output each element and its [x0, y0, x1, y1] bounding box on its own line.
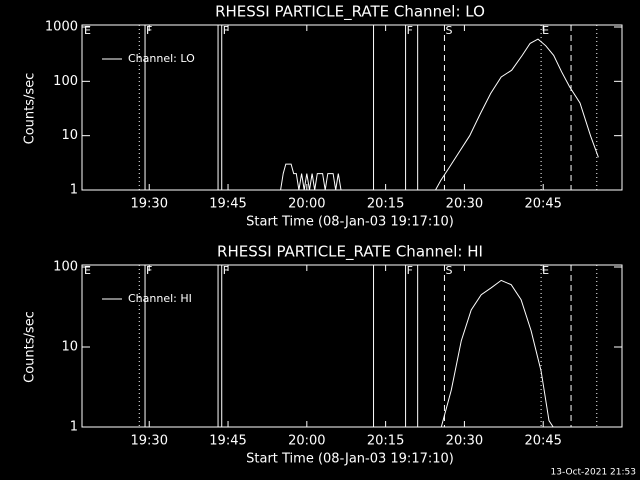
- y-tick-label: 100: [53, 74, 78, 89]
- chart-title: RHESSI PARTICLE_RATE Channel: HI: [217, 243, 483, 262]
- y-tick-label: 1: [70, 183, 78, 198]
- y-tick-label: 10: [61, 128, 78, 143]
- series-line: [83, 38, 599, 191]
- x-tick-label: 20:30: [446, 197, 483, 212]
- flag-label: F: [146, 24, 152, 37]
- flag-label: E: [84, 264, 91, 277]
- y-tick-label: 10: [61, 340, 78, 355]
- flag-label: F: [146, 264, 152, 277]
- legend-label: Channel: LO: [128, 52, 195, 65]
- y-axis-label: Counts/sec: [23, 73, 38, 145]
- x-tick-label: 20:45: [524, 434, 561, 449]
- legend-label: Channel: HI: [128, 292, 192, 305]
- flag-label: E: [542, 24, 549, 37]
- x-tick-label: 20:15: [367, 434, 404, 449]
- x-tick-label: 19:45: [209, 434, 246, 449]
- y-axis-label: Counts/sec: [23, 311, 38, 383]
- flag-label: F: [407, 24, 413, 37]
- x-tick-label: 19:30: [131, 434, 168, 449]
- y-tick-label: 1: [70, 420, 78, 435]
- x-axis-label: Start Time (08-Jan-03 19:17:10): [246, 452, 454, 467]
- x-tick-label: 19:30: [131, 197, 168, 212]
- flag-label: F: [407, 264, 413, 277]
- flag-label: S: [445, 24, 452, 37]
- footer: 13-Oct-2021 21:53: [551, 468, 636, 478]
- series-line: [440, 279, 554, 428]
- flag-label: E: [84, 24, 91, 37]
- y-tick-label: 1000: [45, 20, 78, 35]
- flag-label: F: [223, 24, 229, 37]
- flag-label: S: [445, 264, 452, 277]
- y-tick-label: 100: [53, 260, 78, 275]
- x-tick-label: 20:45: [524, 197, 561, 212]
- x-tick-label: 20:00: [288, 434, 325, 449]
- chart-title: RHESSI PARTICLE_RATE Channel: LO: [215, 3, 485, 22]
- x-tick-label: 20:00: [288, 197, 325, 212]
- flag-label: F: [223, 264, 229, 277]
- flag-label: E: [542, 264, 549, 277]
- x-axis-label: Start Time (08-Jan-03 19:17:10): [246, 215, 454, 230]
- plot-frame: [81, 264, 623, 428]
- x-tick-label: 20:30: [446, 434, 483, 449]
- x-tick-label: 20:15: [367, 197, 404, 212]
- x-tick-label: 19:45: [209, 197, 246, 212]
